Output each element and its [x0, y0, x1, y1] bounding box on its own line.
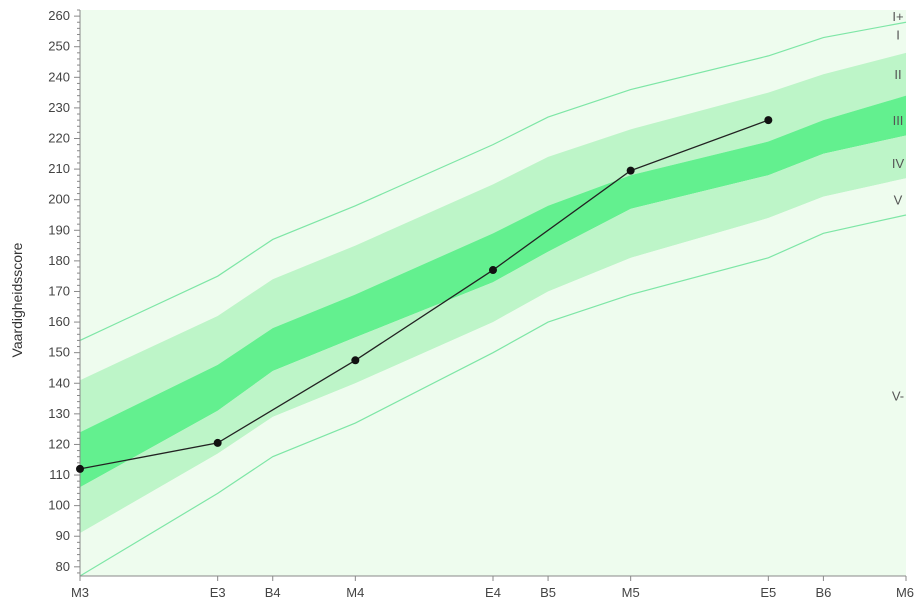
band-5: [80, 178, 906, 576]
y-axis-title: Vaardigheidsscore: [9, 242, 25, 357]
y-tick-label: 180: [48, 253, 70, 268]
y-tick-label: 80: [56, 559, 70, 574]
level-label: II: [894, 67, 901, 82]
data-point: [213, 438, 222, 447]
data-point: [626, 166, 635, 175]
y-tick-label: 140: [48, 375, 70, 390]
y-tick-label: 120: [48, 436, 70, 451]
performance-bands: [80, 10, 906, 576]
data-point: [351, 356, 360, 365]
y-tick-label: 150: [48, 345, 70, 360]
band-boundaries: [79, 21, 907, 577]
level-label: I: [896, 27, 900, 42]
x-tick-label: M4: [346, 585, 364, 599]
level-label: V-: [892, 388, 904, 403]
band-1: [80, 22, 906, 381]
y-tick-label: 160: [48, 314, 70, 329]
level-label: V: [894, 193, 903, 208]
level-label: III: [893, 113, 904, 128]
x-tick-label: M5: [622, 585, 640, 599]
band-3: [80, 95, 906, 488]
x-tick-label: B5: [540, 585, 556, 599]
y-tick-label: 200: [48, 192, 70, 207]
y-tick-label: 230: [48, 100, 70, 115]
y-tick-label: 260: [48, 8, 70, 23]
level-label: IV: [892, 156, 905, 171]
band-boundary-0: [79, 21, 907, 341]
x-tick-label: M6: [896, 585, 914, 599]
band-4: [80, 135, 906, 534]
y-tick-label: 170: [48, 283, 70, 298]
data-point: [76, 464, 84, 473]
band-boundary-5: [79, 214, 907, 577]
series-line: [79, 119, 769, 470]
x-tick-label: E4: [485, 585, 501, 599]
x-axis-ticks: M3 E3 B4 M4 E4 B5 M5 E5 B6 M6: [71, 576, 914, 599]
data-point: [764, 116, 773, 125]
x-tick-label: M3: [71, 585, 89, 599]
x-tick-label: B6: [815, 585, 831, 599]
y-tick-label: 220: [48, 130, 70, 145]
y-tick-label: 90: [56, 528, 70, 543]
y-tick-label: 250: [48, 39, 70, 54]
score-series: [76, 116, 773, 473]
y-tick-label: 190: [48, 222, 70, 237]
band-2: [80, 52, 906, 433]
level-label: I+: [892, 9, 903, 24]
y-axis-ticks: 80 90 100 110 120 130 140 150 160 170 180 190 200 210…: [48, 8, 80, 574]
y-tick-label: 240: [48, 69, 70, 84]
y-tick-label: 110: [49, 467, 70, 482]
y-tick-label: 100: [48, 498, 70, 513]
y-tick-label: 210: [48, 161, 70, 176]
data-point: [489, 266, 497, 275]
y-tick-label: 130: [48, 406, 70, 421]
x-tick-label: E5: [760, 585, 776, 599]
x-tick-label: E3: [210, 585, 226, 599]
x-tick-label: B4: [265, 585, 281, 599]
